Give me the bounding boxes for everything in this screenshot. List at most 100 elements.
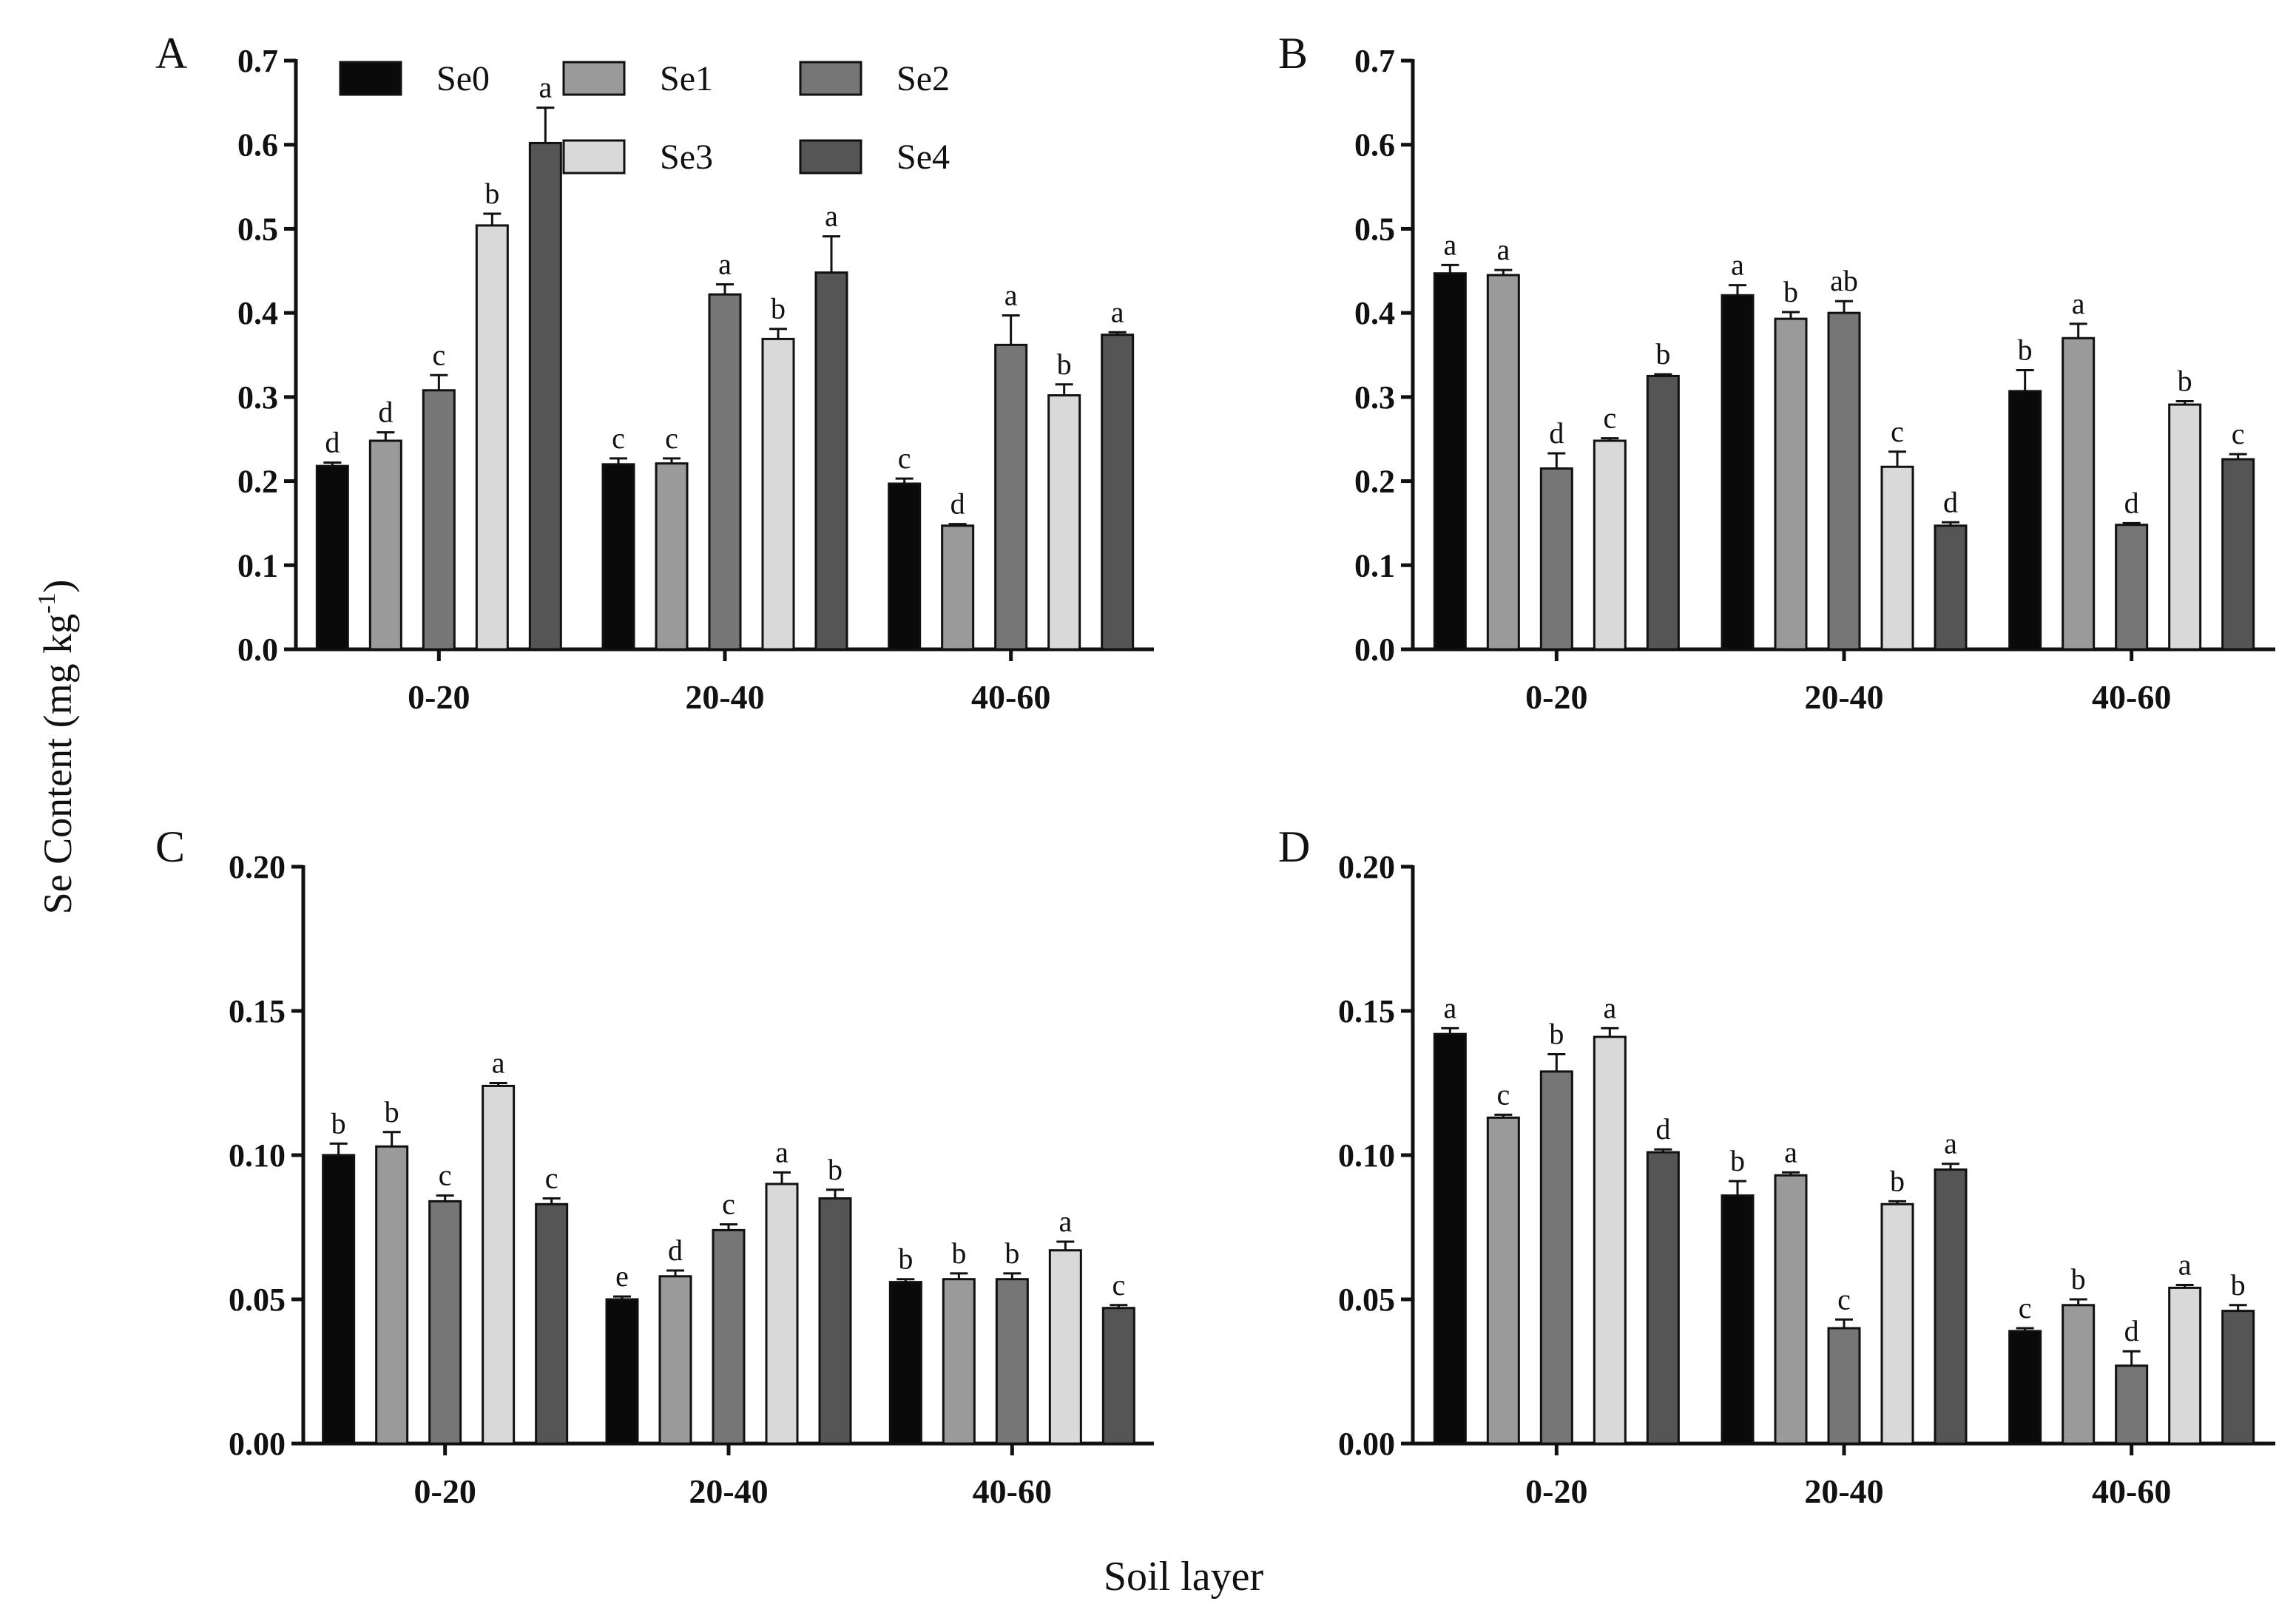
bar-D-20-40-Se2 <box>1827 1327 1861 1445</box>
bar-D-40-60-Se1 <box>2062 1304 2096 1445</box>
bar-C-20-40-Se2 <box>712 1228 746 1445</box>
bar-C-40-60-Se3 <box>1048 1249 1082 1445</box>
y-tick-label: 0.20 <box>1338 849 1395 885</box>
significance-letter: c <box>1603 402 1616 435</box>
x-tick-label: 40-60 <box>971 678 1050 716</box>
bar-C-20-40-Se3 <box>765 1183 799 1445</box>
significance-letter: b <box>1057 348 1072 381</box>
y-tick-label: 0.05 <box>229 1282 286 1318</box>
significance-letter: b <box>1655 337 1670 371</box>
bar-C-40-60-Se0 <box>888 1281 922 1445</box>
legend-item-Se3: Se3 <box>562 138 713 177</box>
x-tick-label: 20-40 <box>1804 678 1883 716</box>
legend-swatch <box>799 139 862 175</box>
legend-item-Se2: Se2 <box>799 59 950 98</box>
legend-item-Se0: Se0 <box>339 59 490 98</box>
bar-B-20-40-Se2 <box>1827 311 1861 651</box>
legend-item-Se4: Se4 <box>799 138 950 177</box>
bar-C-0-20-Se3 <box>482 1084 516 1445</box>
bar-C-0-20-Se2 <box>428 1200 462 1445</box>
significance-letter: c <box>1837 1282 1851 1316</box>
bar-C-0-20-Se4 <box>535 1202 569 1445</box>
significance-letter: b <box>828 1153 843 1186</box>
panel-letter: D <box>1278 822 1310 871</box>
y-tick-label: 0.7 <box>1354 43 1395 79</box>
bar-A-0-20-Se1 <box>368 439 402 651</box>
legend-label: Se2 <box>897 59 950 98</box>
panels: A 0.0 0.1 0.2 0.3 0.4 0.5 0.6 0.7 0-20 d d c b a 20-40 c… <box>155 29 2275 1510</box>
significance-letter: c <box>432 338 445 371</box>
y-tick-label: 0.2 <box>237 464 278 500</box>
y-tick-label: 0.0 <box>237 632 278 668</box>
significance-letter: b <box>2231 1268 2246 1302</box>
bar-B-40-60-Se3 <box>2168 403 2202 651</box>
y-tick-label: 0.4 <box>1354 295 1395 331</box>
y-tick-label: 0.05 <box>1338 1282 1395 1318</box>
legend-swatch <box>562 139 626 175</box>
bar-D-20-40-Se4 <box>1934 1168 1968 1445</box>
significance-letter: a <box>2178 1248 2192 1282</box>
bar-B-40-60-Se2 <box>2115 524 2149 651</box>
bar-D-40-60-Se0 <box>2008 1330 2042 1445</box>
bar-B-0-20-Se0 <box>1433 272 1467 651</box>
bar-A-20-40-Se2 <box>708 293 742 651</box>
significance-letter: c <box>722 1188 735 1221</box>
bar-D-20-40-Se1 <box>1774 1174 1808 1445</box>
bar-D-0-20-Se0 <box>1433 1032 1467 1445</box>
significance-letter: b <box>385 1095 399 1129</box>
x-tick-label: 20-40 <box>689 1472 768 1510</box>
legend-label: Se3 <box>660 138 713 177</box>
significance-letter: a <box>718 247 732 280</box>
significance-letter: a <box>1731 248 1744 282</box>
significance-letter: d <box>2124 1314 2139 1347</box>
significance-letter: a <box>775 1135 789 1168</box>
y-tick-label: 0.3 <box>1354 379 1395 416</box>
bar-D-0-20-Se1 <box>1486 1116 1520 1445</box>
bar-D-20-40-Se3 <box>1880 1202 1914 1445</box>
significance-letter: c <box>612 422 625 455</box>
x-tick-label: 0-20 <box>1525 678 1587 716</box>
bar-A-40-60-Se0 <box>888 482 922 651</box>
bar-B-40-60-Se4 <box>2221 458 2255 651</box>
bar-B-20-40-Se0 <box>1721 294 1755 651</box>
bar-A-40-60-Se2 <box>994 343 1028 651</box>
significance-letter: e <box>615 1259 629 1293</box>
legend-label: Se1 <box>660 59 713 98</box>
bar-A-0-20-Se0 <box>315 464 349 651</box>
significance-letter: c <box>1112 1268 1125 1302</box>
y-tick-label: 0.00 <box>1338 1426 1395 1462</box>
significance-letter: c <box>1496 1077 1510 1111</box>
bar-C-40-60-Se4 <box>1101 1307 1135 1445</box>
bar-C-0-20-Se0 <box>322 1154 356 1445</box>
legend-item-Se1: Se1 <box>562 59 713 98</box>
bar-A-20-40-Se0 <box>601 463 635 651</box>
bar-C-20-40-Se1 <box>658 1275 692 1445</box>
x-axis-title: Soil layer <box>1104 1554 1264 1600</box>
significance-letter: a <box>1944 1127 1957 1160</box>
bar-D-40-60-Se2 <box>2115 1364 2149 1445</box>
significance-letter: b <box>331 1106 346 1140</box>
bar-D-0-20-Se2 <box>1539 1070 1573 1445</box>
bar-B-0-20-Se4 <box>1646 374 1680 651</box>
significance-letter: a <box>1058 1205 1072 1238</box>
x-tick-label: 20-40 <box>685 678 764 716</box>
significance-letter: d <box>1943 485 1958 518</box>
y-tick-label: 0.15 <box>1338 993 1395 1029</box>
chart-panel-D: D 0.00 0.05 0.10 0.15 0.20 0-20 a c b a d 20-40 b a c b a… <box>1278 822 2275 1510</box>
significance-letter: a <box>1603 991 1616 1024</box>
significance-letter: b <box>1549 1018 1564 1051</box>
significance-letter: a <box>1443 228 1456 261</box>
significance-letter: b <box>1783 275 1798 308</box>
bar-C-20-40-Se4 <box>818 1197 852 1445</box>
y-tick-label: 0.1 <box>237 547 278 583</box>
significance-letter: b <box>2018 333 2033 366</box>
significance-letter: a <box>1784 1135 1797 1168</box>
bar-D-0-20-Se4 <box>1646 1151 1680 1445</box>
significance-letter: a <box>1004 279 1018 312</box>
y-tick-label: 0.0 <box>1354 632 1395 668</box>
bar-A-40-60-Se4 <box>1101 334 1135 651</box>
significance-letter: c <box>898 441 911 475</box>
y-tick-label: 0.6 <box>237 127 278 163</box>
y-tick-label: 0.5 <box>237 211 278 247</box>
